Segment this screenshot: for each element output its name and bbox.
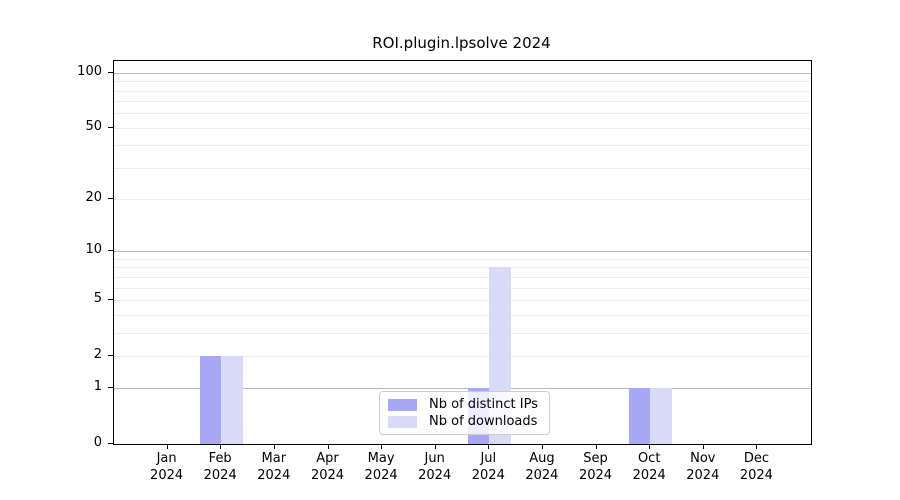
gridline-minor-6 bbox=[114, 287, 811, 289]
x-tick-label-line: Feb bbox=[208, 451, 232, 466]
gridline-minor-90 bbox=[114, 81, 811, 83]
gridline-minor-40 bbox=[114, 145, 811, 147]
x-tick-nov-2024 bbox=[702, 444, 704, 449]
plot-area bbox=[113, 60, 812, 445]
x-tick-label-line: 2024 bbox=[525, 468, 559, 483]
gridline-minor-2 bbox=[114, 355, 811, 357]
bar-nb-of-distinct-ips-oct-2024 bbox=[628, 388, 651, 444]
x-tick-label-line: Jan bbox=[156, 451, 177, 466]
chart-title: ROI.plugin.lpsolve 2024 bbox=[372, 34, 551, 52]
y-tick-50 bbox=[108, 126, 113, 128]
y-tick-20 bbox=[108, 198, 113, 200]
gridline-minor-30 bbox=[114, 167, 811, 169]
x-tick-oct-2024 bbox=[649, 444, 651, 449]
gridline-minor-9 bbox=[114, 258, 811, 260]
x-tick-jan-2024 bbox=[166, 444, 168, 449]
x-tick-label-line: Sep bbox=[583, 451, 608, 466]
x-tick-mar-2024 bbox=[273, 444, 275, 449]
x-tick-label-line: Mar bbox=[261, 451, 287, 466]
gridline-major-100 bbox=[114, 72, 811, 74]
x-tick-label-line: Dec bbox=[743, 451, 769, 466]
x-tick-label-line: 2024 bbox=[418, 468, 452, 483]
bar-nb-of-distinct-ips-feb-2024 bbox=[199, 355, 222, 444]
gridline-major-10 bbox=[114, 251, 811, 253]
legend: Nb of distinct IPs Nb of downloads bbox=[379, 391, 550, 435]
x-tick-jun-2024 bbox=[434, 444, 436, 449]
x-tick-label-line: 2024 bbox=[203, 468, 237, 483]
x-tick-label-nov-2024: Nov 2024 bbox=[686, 450, 719, 484]
bar-nb-of-downloads-oct-2024 bbox=[650, 388, 672, 444]
gridline-minor-20 bbox=[114, 199, 811, 201]
x-tick-dec-2024 bbox=[756, 444, 758, 449]
y-tick-100 bbox=[108, 71, 113, 73]
x-tick-label-sep-2024: Sep 2024 bbox=[579, 450, 612, 484]
x-tick-label-feb-2024: Feb 2024 bbox=[204, 450, 237, 484]
y-tick-label-1: 1 bbox=[93, 379, 102, 395]
x-tick-label-line: Jun bbox=[424, 451, 445, 466]
gridline-minor-70 bbox=[114, 101, 811, 103]
gridline-minor-80 bbox=[114, 90, 811, 92]
x-tick-label-line: 2024 bbox=[739, 468, 773, 483]
y-tick-1 bbox=[108, 387, 113, 389]
gridline-minor-50 bbox=[114, 127, 811, 129]
x-tick-apr-2024 bbox=[327, 444, 329, 449]
y-tick-label-2: 2 bbox=[93, 346, 102, 362]
x-tick-label-oct-2024: Oct 2024 bbox=[633, 450, 666, 484]
gridline-minor-4 bbox=[114, 314, 811, 316]
x-tick-jul-2024 bbox=[488, 444, 490, 449]
y-tick-label-20: 20 bbox=[85, 190, 102, 206]
y-tick-10 bbox=[108, 250, 113, 252]
y-tick-5 bbox=[108, 298, 113, 300]
x-tick-label-mar-2024: Mar 2024 bbox=[257, 450, 290, 484]
x-tick-sep-2024 bbox=[595, 444, 597, 449]
y-tick-label-5: 5 bbox=[93, 290, 102, 306]
x-tick-label-line: May bbox=[367, 451, 395, 466]
x-tick-label-line: 2024 bbox=[364, 468, 398, 483]
legend-item-distinct-ips: Nb of distinct IPs bbox=[388, 397, 541, 412]
legend-item-downloads: Nb of downloads bbox=[388, 414, 541, 429]
y-tick-label-100: 100 bbox=[77, 63, 102, 79]
x-tick-label-aug-2024: Aug 2024 bbox=[525, 450, 558, 484]
x-tick-label-line: Apr bbox=[316, 451, 339, 466]
x-tick-label-line: 2024 bbox=[632, 468, 666, 483]
x-tick-label-line: 2024 bbox=[150, 468, 184, 483]
x-tick-label-line: Jul bbox=[480, 451, 497, 466]
x-tick-label-apr-2024: Apr 2024 bbox=[311, 450, 344, 484]
y-tick-0 bbox=[108, 443, 113, 444]
gridline-minor-8 bbox=[114, 267, 811, 269]
y-tick-2 bbox=[108, 354, 113, 356]
x-tick-label-dec-2024: Dec 2024 bbox=[740, 450, 773, 484]
y-tick-label-50: 50 bbox=[85, 118, 102, 134]
legend-swatch-downloads-icon bbox=[388, 415, 417, 428]
x-tick-label-line: 2024 bbox=[471, 468, 505, 483]
legend-swatch-distinct-ips-icon bbox=[388, 398, 417, 411]
gridline-major-1 bbox=[114, 388, 811, 390]
x-tick-label-jun-2024: Jun 2024 bbox=[418, 450, 451, 484]
bar-nb-of-downloads-feb-2024 bbox=[221, 355, 243, 444]
x-tick-label-jul-2024: Jul 2024 bbox=[472, 450, 505, 484]
gridline-minor-5 bbox=[114, 299, 811, 301]
gridline-minor-60 bbox=[114, 113, 811, 115]
legend-label-downloads: Nb of downloads bbox=[429, 414, 538, 429]
gridline-minor-7 bbox=[114, 276, 811, 278]
x-tick-feb-2024 bbox=[220, 444, 222, 449]
x-tick-label-line: 2024 bbox=[310, 468, 345, 483]
x-tick-label-line: 2024 bbox=[578, 468, 613, 483]
y-tick-label-0: 0 bbox=[93, 435, 102, 450]
x-tick-label-jan-2024: Jan 2024 bbox=[150, 450, 183, 484]
x-tick-label-line: Nov bbox=[690, 451, 716, 466]
x-tick-label-line: 2024 bbox=[257, 468, 291, 483]
x-tick-label-may-2024: May 2024 bbox=[365, 450, 398, 484]
x-tick-label-line: 2024 bbox=[686, 468, 720, 483]
legend-label-distinct-ips: Nb of distinct IPs bbox=[429, 397, 538, 412]
y-tick-label-10: 10 bbox=[85, 242, 102, 258]
gridline-minor-3 bbox=[114, 332, 811, 334]
x-tick-may-2024 bbox=[381, 444, 383, 449]
x-tick-aug-2024 bbox=[541, 444, 543, 449]
x-tick-label-line: Aug bbox=[529, 451, 555, 466]
x-tick-label-line: Oct bbox=[637, 451, 661, 466]
